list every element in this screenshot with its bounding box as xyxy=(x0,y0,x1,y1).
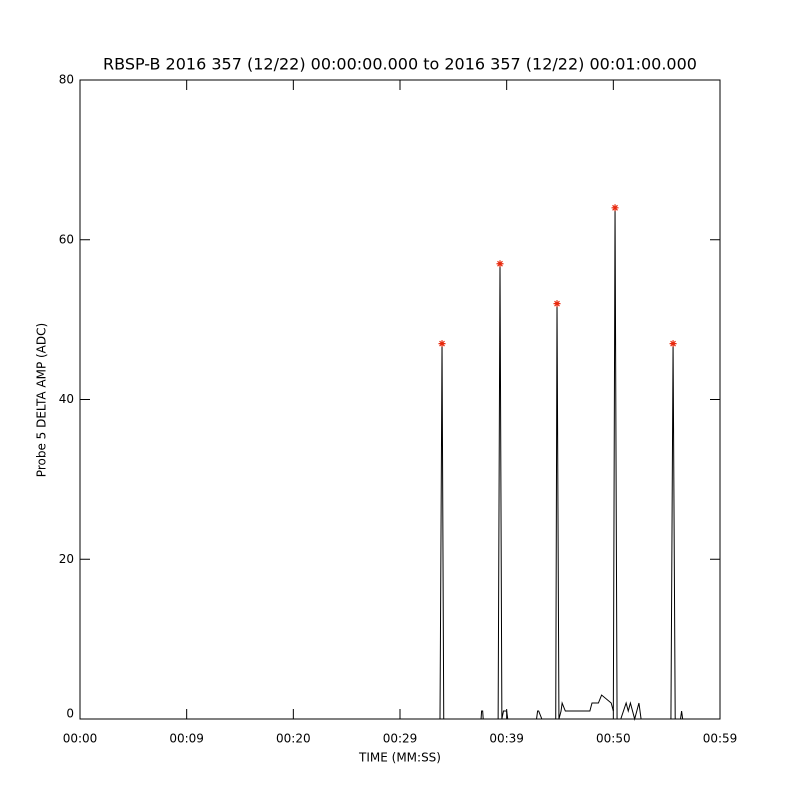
peak-marker xyxy=(438,340,446,348)
peak-marker xyxy=(553,300,561,308)
plot-frame xyxy=(79,79,721,720)
y-tick-label: 20 xyxy=(59,552,74,566)
x-tick-label: 00:29 xyxy=(383,732,418,746)
peak-marker xyxy=(611,204,619,212)
peak-marker xyxy=(669,340,677,348)
x-tick-label: 00:39 xyxy=(489,732,524,746)
y-tick-label: 0 xyxy=(66,707,74,721)
y-tick-label: 80 xyxy=(59,73,74,87)
x-tick-label: 00:00 xyxy=(63,732,98,746)
x-tick-label: 00:20 xyxy=(276,732,311,746)
y-tick-label: 40 xyxy=(59,392,74,406)
chart-title: RBSP-B 2016 357 (12/22) 00:00:00.000 to … xyxy=(103,55,697,74)
x-tick-label: 00:59 xyxy=(703,732,738,746)
x-axis-label: TIME (MM:SS) xyxy=(358,751,441,765)
x-tick-label: 00:09 xyxy=(169,732,204,746)
peak-marker xyxy=(496,260,504,268)
y-tick-label: 60 xyxy=(59,232,74,246)
x-tick-label: 00:50 xyxy=(596,732,631,746)
y-axis-label: Probe 5 DELTA AMP (ADC) xyxy=(35,323,49,477)
data-line xyxy=(80,207,720,721)
